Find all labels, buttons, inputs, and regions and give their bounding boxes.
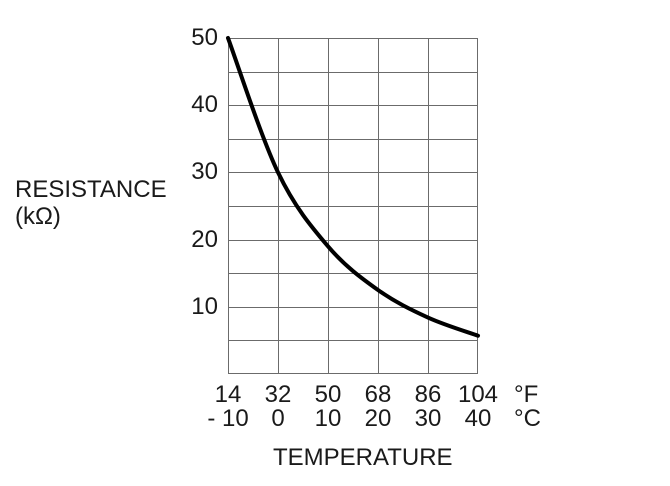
y-tick-label-40: 40 [191, 91, 218, 119]
celsius-unit-label: °C [514, 405, 541, 432]
y-axis-title-line2: (kΩ) [15, 203, 61, 230]
x-tick-c-40: 40 [464, 405, 492, 432]
y-tick-label-30: 30 [191, 158, 218, 186]
x-tick-f-68: 68 [364, 381, 392, 408]
x-tick-f-86: 86 [414, 381, 442, 408]
x-tick-f-14: 14 [214, 381, 242, 408]
x-tick-c-30: 30 [414, 405, 442, 432]
x-tick-f-104: 104 [457, 381, 499, 408]
resistance-curve [226, 36, 480, 338]
x-tick-f-50: 50 [314, 381, 342, 408]
x-tick-c-10: 10 [314, 405, 342, 432]
y-tick-label-10: 10 [191, 292, 218, 320]
y-tick-label-50: 50 [191, 24, 218, 51]
plot-area [226, 36, 480, 374]
x-tick-f-32: 32 [264, 381, 292, 408]
fahrenheit-unit-label: °F [514, 381, 539, 408]
y-tick-label-20: 20 [191, 225, 218, 253]
y-axis-title: RESISTANCE (kΩ) [15, 176, 167, 230]
x-tick-c-20: 20 [364, 405, 392, 432]
y-axis-title-line1: RESISTANCE [15, 176, 167, 203]
x-axis-title: TEMPERATURE [273, 444, 453, 471]
x-tick-c-0: 0 [271, 405, 285, 432]
x-tick-c-minus10: - 10 [207, 405, 249, 432]
